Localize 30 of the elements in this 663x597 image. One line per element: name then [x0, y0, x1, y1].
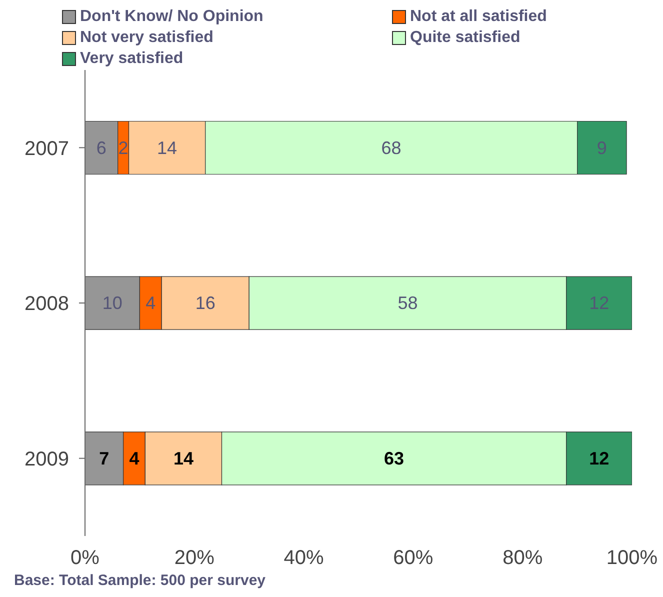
x-tick-label: 80%: [502, 547, 543, 570]
data-label: 10: [102, 293, 122, 314]
data-label: 58: [398, 293, 418, 314]
y-tick-label: 2008: [24, 293, 69, 316]
x-tick-label: 40%: [284, 547, 324, 570]
data-label: 6: [96, 138, 106, 158]
data-label: 68: [381, 138, 402, 158]
x-tick-label: 20%: [174, 547, 215, 570]
data-label: 4: [146, 293, 156, 314]
y-tick-label: 2009: [24, 448, 69, 470]
data-label: 14: [157, 138, 178, 158]
data-label: 4: [129, 448, 140, 468]
data-label: 63: [384, 448, 404, 468]
y-tick-label: 2007: [24, 138, 69, 160]
data-label: 12: [589, 293, 610, 314]
data-label: 14: [173, 448, 194, 468]
legend-label: Not at all satisfied: [410, 7, 547, 27]
legend-label: Quite satisfied: [410, 28, 520, 48]
legend-label: Not very satisfied: [80, 28, 214, 48]
data-label: 2: [118, 138, 128, 158]
data-label: 9: [596, 138, 607, 158]
data-label: 16: [195, 293, 216, 314]
x-tick-label: 100%: [606, 547, 658, 570]
x-tick-label: 60%: [393, 547, 434, 570]
data-label: 12: [589, 448, 610, 468]
data-label: 7: [99, 448, 110, 468]
text: Base: Total Sample: 500 per survey: [14, 572, 266, 589]
legend-label: Very satisfied: [80, 49, 184, 69]
legend-label: Don't Know/ No Opinion: [80, 7, 264, 27]
x-tick-label: 0%: [70, 547, 100, 570]
